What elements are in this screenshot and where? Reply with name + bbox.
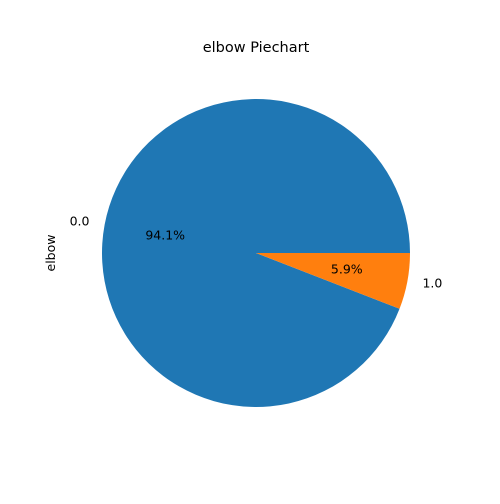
pie-slice-0-0	[101, 99, 410, 408]
pie-slice-1-0	[256, 253, 410, 309]
pie-labels: 0.0 94.1% 1.0 5.9%	[70, 213, 443, 290]
percent-label: 5.9%	[331, 262, 363, 277]
category-label: 1.0	[422, 276, 442, 291]
percent-label: 94.1%	[145, 227, 185, 242]
chart-title: elbow Piechart	[203, 40, 310, 56]
category-label: 0.0	[70, 213, 90, 228]
pie-slices	[101, 99, 410, 408]
y-axis-label: elbow	[43, 235, 58, 272]
